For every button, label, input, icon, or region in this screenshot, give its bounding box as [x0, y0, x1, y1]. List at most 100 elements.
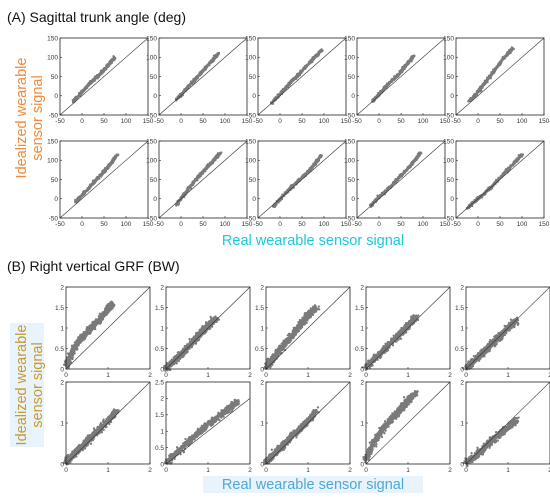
data-point-2-1-425 — [97, 315, 101, 318]
identity-line-1-3 — [257, 37, 347, 116]
y-tick-label-2-1-0.5: 0.5 — [55, 346, 64, 353]
y-tick-label-1-10-50: 50 — [447, 177, 455, 184]
identity-line-1-4 — [356, 37, 446, 116]
data-trend-1-2 — [175, 52, 220, 101]
data-point-2-1-583 — [98, 312, 101, 315]
data-trend-1-3 — [270, 48, 323, 105]
x-tick-label-1-1-0: 0 — [80, 118, 84, 125]
x-tick-label-1-2--50: -50 — [154, 118, 164, 125]
data-point-2-2-543 — [177, 359, 181, 363]
y-tick-label-1-7-150: 150 — [146, 138, 157, 145]
data-trend-1-6 — [74, 153, 119, 204]
x-tick-label-1-8-50: 50 — [298, 221, 306, 228]
y-tick-label-1-6-50: 50 — [51, 177, 59, 184]
data-point-2-2-660 — [210, 325, 214, 328]
data-trend-1-1 — [72, 56, 116, 103]
y-tick-label-1-2-0: 0 — [153, 93, 157, 100]
x-tick-label-1-5-50: 50 — [496, 118, 504, 125]
panel-title-2: (B) Right vertical GRF (BW) — [7, 258, 180, 274]
y-tick-label-1-9-50: 50 — [348, 177, 356, 184]
y-tick-label-1-6-0: 0 — [54, 196, 58, 203]
data-point-2-1-680 — [98, 322, 102, 325]
y-tick-label-1-3-50: 50 — [249, 74, 257, 81]
x-tick-label-2-2-1: 1 — [206, 372, 210, 379]
y-tick-label-2-2-1.5: 1.5 — [155, 305, 164, 312]
subplot-2-3: 0 1 200.511.52 — [255, 284, 352, 379]
identity-line-2-1 — [65, 286, 151, 370]
y-tick-label-1-5-150: 150 — [443, 35, 454, 42]
data-point-2-1-340 — [71, 357, 74, 361]
x-tick-label-1-6-0: 0 — [80, 221, 84, 228]
x-tick-label-1-3-100: 100 — [319, 118, 330, 125]
x-tick-label-2-2-2: 2 — [248, 372, 252, 379]
x-tick-label-1-4-0: 0 — [377, 118, 381, 125]
x-tick-label-2-1-1: 1 — [106, 372, 110, 379]
x-tick-label-1-7-0: 0 — [179, 221, 183, 228]
identity-line-1-7 — [158, 140, 248, 219]
y-tick-label-1-10-100: 100 — [443, 158, 454, 165]
y-tick-label-1-4-50: 50 — [348, 74, 356, 81]
y-tick-label-1-1-0: 0 — [54, 93, 58, 100]
subplot-2-2: 0 1 200.511.52 — [155, 284, 252, 379]
subplot-2-1: 0 1 200.511.52 — [55, 284, 152, 379]
identity-line-1-5 — [455, 37, 545, 116]
data-point-2-1-691 — [93, 320, 96, 323]
x-tick-label-1-8-100: 100 — [319, 221, 330, 228]
y-tick-label-2-1-2: 2 — [60, 284, 64, 291]
panel-2: (B) Right vertical GRF (BW) 0 1 200.511.52 0… — [7, 258, 550, 493]
data-trend-1-5 — [468, 46, 515, 103]
y-tick-label-1-4-0: 0 — [351, 93, 355, 100]
x-tick-label-1-4-100: 100 — [418, 118, 429, 125]
panel-1: (A) Sagittal trunk angle (deg)-50 0 50 100 1… — [7, 9, 550, 249]
y-axis-label-line-1-1: Idealized wearable — [14, 58, 30, 179]
x-tick-label-1-10-50: 50 — [496, 221, 504, 228]
x-tick-label-1-7-50: 50 — [199, 221, 207, 228]
x-tick-label-1-6-100: 100 — [121, 221, 132, 228]
data-trend-2-2 — [165, 316, 218, 370]
y-tick-label-1-2--50: -50 — [148, 112, 158, 119]
y-tick-label-1-4-150: 150 — [344, 35, 355, 42]
y-tick-label-2-2-0: 0 — [160, 366, 164, 373]
data-trend-1-4 — [371, 54, 416, 103]
y-tick-label-2-1-1: 1 — [60, 325, 64, 332]
data-point-2-1-669 — [77, 336, 80, 339]
y-tick-label-1-9-0: 0 — [351, 196, 355, 203]
y-tick-label-1-2-150: 150 — [146, 35, 157, 42]
y-tick-label-1-1-150: 150 — [47, 35, 58, 42]
y-axis-label-line-1-2: sensor signal — [30, 75, 46, 160]
x-tick-label-1-2-0: 0 — [179, 118, 183, 125]
data-point-2-2-567 — [208, 327, 212, 330]
y-tick-label-1-3--50: -50 — [247, 112, 257, 119]
y-tick-label-1-2-50: 50 — [150, 74, 158, 81]
y-tick-label-1-8-50: 50 — [249, 177, 257, 184]
y-axis-label-1: Idealized wearable sensor signal — [14, 58, 46, 179]
y-tick-label-1-6-150: 150 — [47, 138, 58, 145]
x-tick-label-1-10-150: 150 — [539, 221, 550, 228]
y-tick-label-2-2-2: 2 — [160, 284, 164, 291]
y-tick-label-1-5-50: 50 — [447, 74, 455, 81]
data-point-2-2-631 — [200, 327, 203, 330]
x-tick-label-1-1-50: 50 — [100, 118, 108, 125]
y-tick-label-1-10-150: 150 — [443, 138, 454, 145]
identity-line-1-9 — [356, 140, 446, 219]
x-tick-label-1-7-100: 100 — [220, 221, 231, 228]
x-tick-label-1-5--50: -50 — [451, 118, 461, 125]
y-tick-label-1-3-100: 100 — [245, 55, 256, 62]
y-tick-label-2-2-1: 1 — [160, 325, 164, 332]
y-tick-label-1-1-50: 50 — [51, 74, 59, 81]
y-tick-label-1-7-50: 50 — [150, 177, 158, 184]
y-tick-label-1-1-100: 100 — [47, 55, 58, 62]
data-point-2-2-666 — [192, 335, 196, 338]
x-tick-label-1-1--50: -50 — [55, 118, 65, 125]
identity-line-1-1 — [59, 37, 149, 116]
x-tick-label-1-4-150: 150 — [440, 118, 451, 125]
